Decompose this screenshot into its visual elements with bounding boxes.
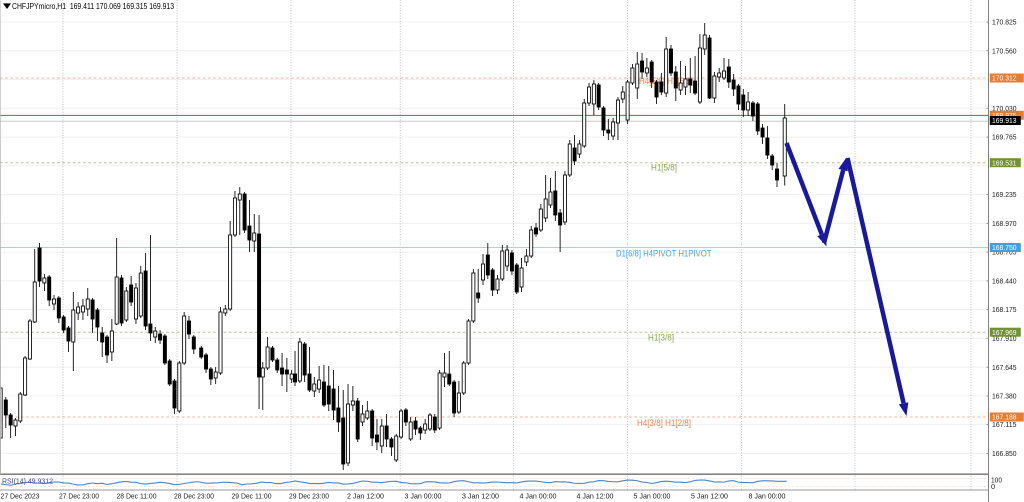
- svg-text:170.825: 170.825: [992, 18, 1017, 27]
- svg-text:28 Dec 11:00: 28 Dec 11:00: [117, 491, 157, 500]
- svg-text:8 Jan 00:00: 8 Jan 00:00: [749, 491, 786, 500]
- svg-text:CHFJPYmicro,H1 169.411 170.06: CHFJPYmicro,H1 169.411 170.069 169.315 1…: [12, 2, 174, 11]
- svg-text:D1[6/8] H4PIVOT H1PIVOT: D1[6/8] H4PIVOT H1PIVOT: [616, 249, 712, 259]
- svg-text:H1[5/8]: H1[5/8]: [651, 163, 677, 173]
- svg-text:169.235: 169.235: [992, 190, 1017, 199]
- svg-text:167.380: 167.380: [992, 392, 1017, 401]
- svg-text:168.705: 168.705: [992, 248, 1017, 257]
- svg-text:28 Dec 23:00: 28 Dec 23:00: [174, 491, 214, 500]
- svg-text:27 Dec 23:00: 27 Dec 23:00: [59, 491, 99, 500]
- svg-text:166.850: 166.850: [992, 449, 1017, 458]
- svg-text:170.312: 170.312: [992, 74, 1017, 83]
- svg-text:100: 100: [991, 476, 1002, 485]
- svg-text:3 Jan 12:00: 3 Jan 12:00: [462, 491, 499, 500]
- svg-text:167.969: 167.969: [992, 328, 1017, 337]
- svg-text:167.645: 167.645: [992, 363, 1017, 372]
- svg-text:169.913: 169.913: [992, 116, 1017, 125]
- svg-text:168.750: 168.750: [992, 243, 1017, 252]
- svg-text:29 Dec 11:00: 29 Dec 11:00: [232, 491, 272, 500]
- svg-text:5 Jan 00:00: 5 Jan 00:00: [634, 491, 671, 500]
- svg-text:167.910: 167.910: [992, 334, 1017, 343]
- svg-text:27 Dec 2023: 27 Dec 2023: [1, 491, 40, 500]
- svg-text:H4[3/8] H1[2/8]: H4[3/8] H1[2/8]: [637, 418, 691, 428]
- svg-text:170.560: 170.560: [992, 46, 1017, 55]
- svg-text:4 Jan 12:00: 4 Jan 12:00: [577, 491, 614, 500]
- svg-text:167.115: 167.115: [992, 420, 1017, 429]
- svg-text:168.440: 168.440: [992, 277, 1017, 286]
- svg-text:167.188: 167.188: [992, 413, 1017, 422]
- svg-text:3 Jan 00:00: 3 Jan 00:00: [405, 491, 442, 500]
- svg-text:168.175: 168.175: [992, 305, 1017, 314]
- svg-text:H1[3/8]: H1[3/8]: [648, 333, 674, 343]
- svg-text:0: 0: [991, 482, 995, 491]
- svg-text:29 Dec 23:00: 29 Dec 23:00: [289, 491, 329, 500]
- svg-text:168.970: 168.970: [992, 219, 1017, 228]
- svg-text:169.765: 169.765: [992, 133, 1017, 142]
- svg-text:RSI(14) 49.9312: RSI(14) 49.9312: [2, 476, 53, 485]
- svg-text:4 Jan 00:00: 4 Jan 00:00: [520, 491, 557, 500]
- svg-text:5 Jan 12:00: 5 Jan 12:00: [691, 491, 728, 500]
- svg-text:169.975: 169.975: [992, 111, 1017, 120]
- svg-text:2 Jan 12:00: 2 Jan 12:00: [347, 491, 384, 500]
- svg-text:169.531: 169.531: [992, 158, 1017, 167]
- svg-text:170.030: 170.030: [992, 104, 1017, 113]
